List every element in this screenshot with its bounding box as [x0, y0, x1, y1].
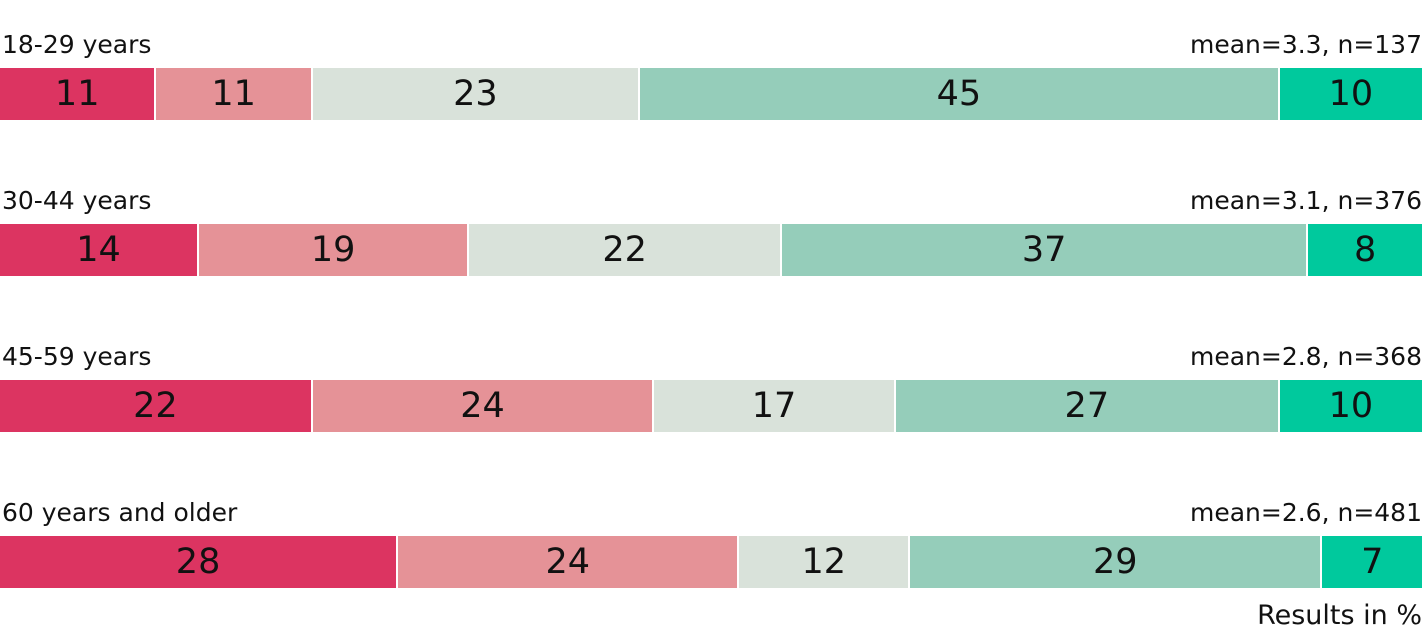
stat-label: mean=3.3, n=137 — [1189, 30, 1422, 59]
stacked-bar: 11 11 23 45 10 — [0, 68, 1422, 120]
bar-segment: 37 — [782, 224, 1309, 276]
bar-segment: 29 — [910, 536, 1323, 588]
bar-segment: 23 — [312, 68, 640, 120]
bar-segment: 27 — [895, 380, 1280, 432]
bar-segment: 12 — [739, 536, 911, 588]
category-label: 30-44 years — [2, 186, 152, 215]
stacked-bar: 22 24 17 27 10 — [0, 380, 1422, 432]
stat-label: mean=3.1, n=376 — [1189, 186, 1422, 215]
bar-segment: 24 — [398, 536, 740, 588]
bar-segment: 17 — [654, 380, 896, 432]
bar-segment: 10 — [1279, 380, 1422, 432]
category-label: 45-59 years — [2, 342, 152, 371]
stat-label: mean=2.6, n=481 — [1189, 498, 1422, 527]
bar-segment: 10 — [1279, 68, 1422, 120]
stat-label: mean=2.8, n=368 — [1189, 342, 1422, 371]
bar-segment: 28 — [0, 536, 399, 588]
category-label: 18-29 years — [2, 30, 152, 59]
footnote: Results in % — [1257, 600, 1422, 631]
bar-segment: 24 — [312, 380, 655, 432]
bar-segment: 22 — [0, 380, 313, 432]
bar-segment: 45 — [639, 68, 1280, 120]
bar-segment: 22 — [469, 224, 783, 276]
bar-segment: 11 — [0, 68, 157, 120]
bar-segment: 8 — [1308, 224, 1422, 276]
category-label: 60 years and older — [2, 498, 238, 527]
bar-segment: 19 — [199, 224, 470, 276]
bar-segment: 14 — [0, 224, 200, 276]
bar-segment: 11 — [156, 68, 313, 120]
stacked-bar: 28 24 12 29 7 — [0, 536, 1422, 588]
bar-segment: 7 — [1322, 536, 1422, 588]
stacked-bar: 14 19 22 37 8 — [0, 224, 1422, 276]
